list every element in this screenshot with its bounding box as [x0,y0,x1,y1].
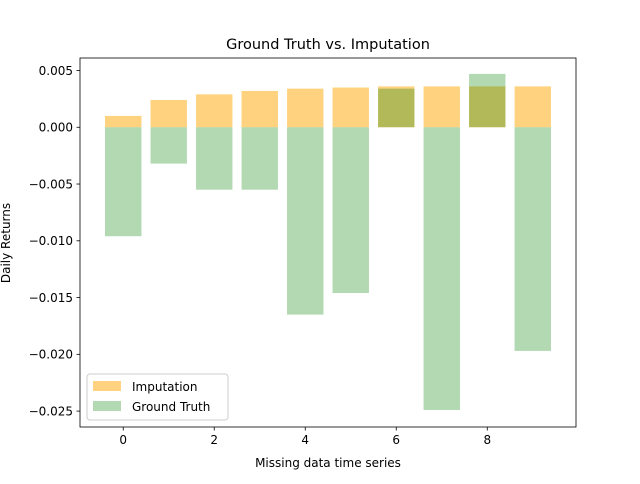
legend-entry-label: Imputation [132,380,198,394]
ground-truth-bar-7 [423,127,460,410]
imputation-bar-5 [332,87,369,128]
imputation-bar-3 [241,90,278,128]
ground-truth-bar-3 [241,127,278,190]
imputation-bar-7 [423,86,460,128]
x-tick-label: 8 [483,433,491,447]
x-tick-label: 0 [119,433,127,447]
ground-truth-bar-8 [469,73,506,128]
imputation-bar-6 [378,86,415,128]
y-tick-label: −0.015 [29,291,73,305]
y-tick-label: 0.000 [39,121,73,135]
x-tick-label: 2 [210,433,218,447]
ground-truth-bar-5 [332,127,369,294]
plot-frame [79,57,577,428]
y-tick-label: −0.010 [29,234,73,248]
imputation-bar-9 [514,86,551,128]
imputation-bar-0 [105,115,142,128]
x-tick-label: 6 [392,433,400,447]
ground-truth-bar-9 [514,127,551,351]
imputation-bar-4 [287,88,324,128]
ground-truth-bar-4 [287,127,324,315]
ground-truth-bar-0 [105,127,142,237]
y-tick-label: −0.005 [29,177,73,191]
x-axis-label: Missing data time series [255,456,401,470]
ground-truth-bar-6 [378,88,415,128]
bars-group [105,73,551,410]
ground-truth-bar-2 [196,127,233,190]
y-tick-label: 0.005 [39,64,73,78]
legend-box [86,373,229,421]
y-tick-label: −0.020 [29,348,73,362]
x-tick-label: 4 [301,433,309,447]
legend-swatch [93,401,121,411]
legend-entry-label: Ground Truth [132,400,210,414]
chart-title: Ground Truth vs. Imputation [226,37,430,53]
imputation-bar-1 [150,100,187,128]
ground-truth-bar-1 [150,127,187,164]
y-tick-label: −0.025 [29,404,73,418]
imputation-bar-2 [196,94,233,128]
y-axis-label: Daily Returns [0,203,13,283]
axes-group: 0 2 4 6 8 0.005 0.000 −0.005 −0.010 −0.015 −0.020 −… [29,57,577,447]
imputation-bar-8 [469,86,506,128]
legend: Imputation Ground Truth [86,373,229,421]
legend-swatch [93,381,121,391]
